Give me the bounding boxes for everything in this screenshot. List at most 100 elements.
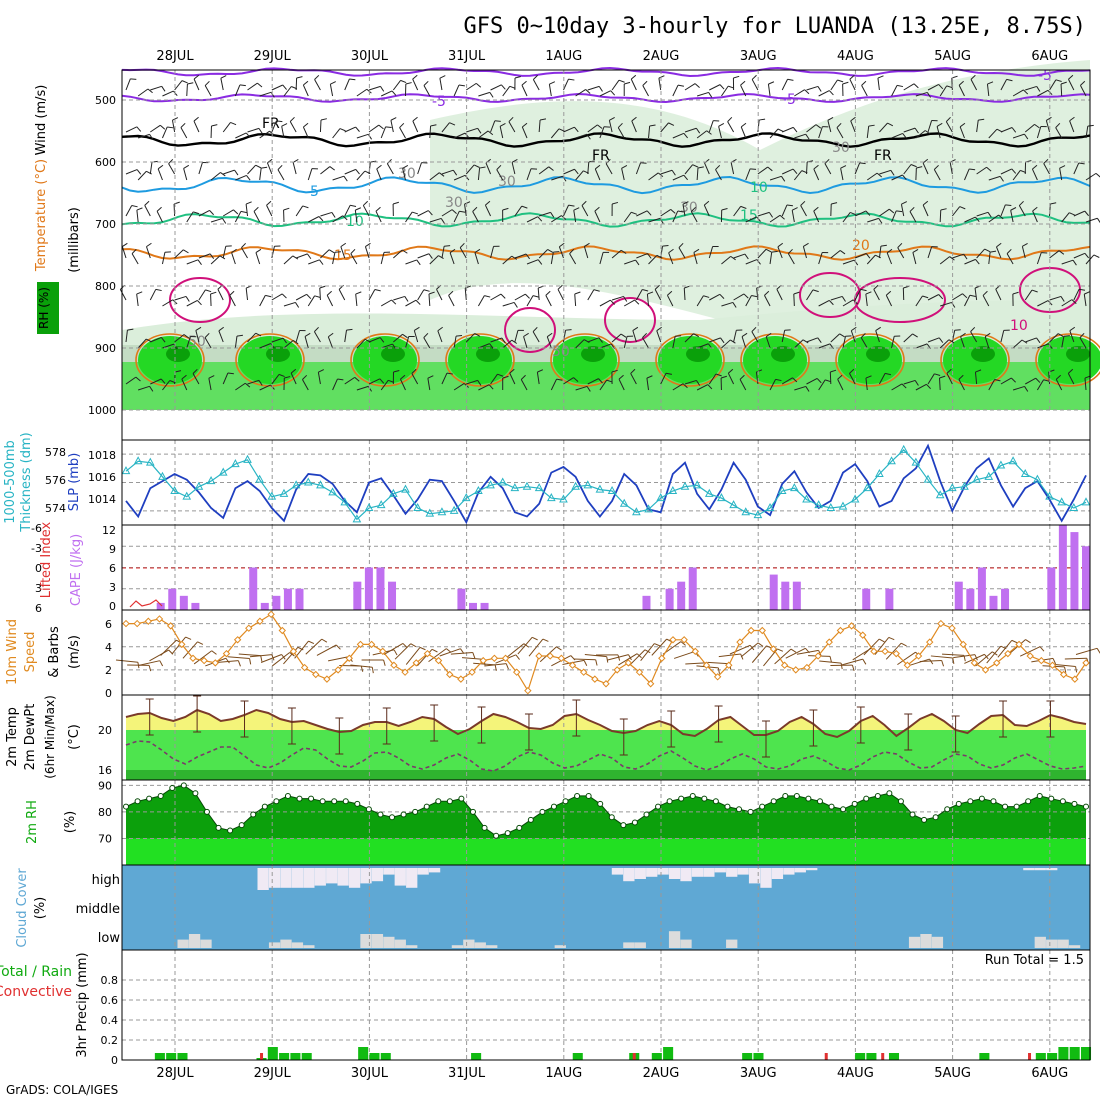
wind-barb-flag bbox=[559, 242, 565, 248]
wind-barb-flag bbox=[940, 208, 947, 211]
wind-barb-flag bbox=[959, 206, 966, 210]
wind-barb-flag bbox=[727, 116, 733, 122]
wind-barb bbox=[708, 120, 714, 133]
wind-barb-flag bbox=[1036, 86, 1041, 92]
wind-barb bbox=[136, 210, 139, 223]
wind-barb bbox=[150, 336, 162, 343]
wind-barb bbox=[320, 249, 330, 259]
wind-barb-flag bbox=[1084, 210, 1090, 217]
wind-barb-flag bbox=[204, 80, 210, 86]
wind-barb-flag bbox=[765, 248, 772, 253]
wind-barb-flag bbox=[828, 90, 834, 96]
rh-blob bbox=[658, 336, 722, 384]
wind-barb bbox=[362, 205, 370, 217]
rh2m-marker bbox=[886, 790, 893, 797]
wind-barb-flag bbox=[850, 211, 856, 216]
wind-barb-flag bbox=[628, 654, 632, 661]
wind-barb-flag bbox=[1010, 377, 1016, 383]
wind-barb bbox=[970, 331, 978, 343]
wind-barb bbox=[162, 90, 174, 97]
date-axis-bottom: 28JUL 29JUL 30JUL 31JUL 1AUG 2AUG 3AUG 4AUG 5AUG… bbox=[156, 1066, 1068, 1081]
wind-barb bbox=[332, 252, 336, 265]
wind-barb bbox=[933, 169, 941, 181]
wind-barb-flag bbox=[156, 206, 162, 212]
wind-barb bbox=[654, 289, 662, 301]
wind-barb-flag bbox=[1032, 164, 1038, 170]
wind-barb bbox=[193, 78, 200, 91]
rh2m-marker bbox=[400, 811, 407, 818]
wind-barb-flag bbox=[370, 160, 377, 163]
wind-barb-flag bbox=[1021, 339, 1028, 344]
wind10-axis-label: Speed bbox=[23, 632, 38, 673]
wind-barb bbox=[891, 132, 903, 139]
wind-barb bbox=[295, 293, 307, 301]
wind-speed-marker bbox=[602, 680, 610, 688]
wind-barb bbox=[1049, 295, 1062, 301]
wind-barb bbox=[718, 126, 722, 139]
wind-barb-flag bbox=[511, 339, 518, 344]
wind-barb-flag bbox=[656, 254, 663, 259]
wind-barb-flag bbox=[328, 249, 335, 254]
wind-speed-marker bbox=[166, 622, 175, 630]
wind-barb bbox=[161, 126, 168, 139]
wind-barb bbox=[718, 653, 741, 658]
high-cloud-bar bbox=[748, 868, 761, 884]
wind-barb-flag bbox=[668, 122, 675, 126]
temperature-axis-label: Temperature (°C) bbox=[34, 159, 49, 272]
wind-barb-flag bbox=[354, 376, 360, 382]
wind-barb bbox=[1079, 337, 1087, 349]
wind-barb-flag bbox=[830, 369, 837, 373]
thickness-marker bbox=[668, 485, 678, 494]
wind-barb bbox=[854, 162, 861, 175]
wind-barb bbox=[668, 252, 674, 265]
thickness-marker bbox=[923, 474, 933, 483]
wind-barb-flag bbox=[1095, 172, 1100, 178]
thickness-marker bbox=[486, 480, 495, 489]
rh2m-marker bbox=[874, 792, 881, 799]
wind-barb-flag bbox=[525, 253, 531, 260]
wind-barb-flag bbox=[740, 80, 746, 86]
wind-barb-flag bbox=[1043, 158, 1049, 164]
wind-barb bbox=[690, 211, 698, 223]
wind-barb bbox=[964, 295, 971, 307]
wind-barb-flag bbox=[1072, 259, 1077, 266]
wind-barb bbox=[548, 84, 552, 97]
low-cloud-bar bbox=[394, 939, 406, 948]
wind-speed-marker bbox=[278, 626, 286, 635]
wind-barb bbox=[316, 644, 337, 656]
wind-barb-flag bbox=[400, 79, 407, 84]
wind-barb-flag bbox=[733, 75, 740, 79]
tick-label: 700 bbox=[95, 218, 116, 231]
wind-barb bbox=[721, 339, 731, 349]
wind-speed-marker bbox=[646, 680, 655, 688]
wind-speed-marker bbox=[122, 619, 130, 628]
precip-bar bbox=[369, 1053, 380, 1060]
wind-barb bbox=[423, 85, 431, 97]
wind-barb bbox=[326, 295, 334, 307]
wind-barb-flag bbox=[569, 248, 575, 254]
high-cloud-bar bbox=[611, 868, 624, 875]
wind-barb-flag bbox=[831, 202, 838, 205]
wind-barb-flag bbox=[487, 130, 494, 136]
contour-label: FR bbox=[874, 148, 892, 164]
wind-barb-flag bbox=[448, 290, 454, 296]
cape-bar bbox=[954, 581, 963, 610]
thickness-marker bbox=[704, 488, 714, 497]
wind-barb-flag bbox=[168, 158, 174, 164]
wind-speed-marker bbox=[981, 666, 990, 674]
rh2m-marker bbox=[412, 808, 419, 815]
cloud-axis-label: (%) bbox=[33, 897, 48, 920]
wind-barb bbox=[235, 174, 247, 181]
wind-barb bbox=[259, 343, 271, 349]
wind-barb bbox=[575, 89, 586, 97]
wind-speed-marker bbox=[345, 654, 353, 662]
wind-speed-marker bbox=[658, 654, 666, 662]
wind-barb-flag bbox=[849, 368, 855, 374]
wind-speed-marker bbox=[434, 656, 443, 665]
wind-barb bbox=[523, 336, 528, 349]
wind-barb bbox=[439, 78, 443, 91]
tick-label: 0.8 bbox=[101, 974, 119, 987]
wind-barb bbox=[1067, 373, 1075, 385]
high-cloud-bar bbox=[668, 868, 681, 879]
